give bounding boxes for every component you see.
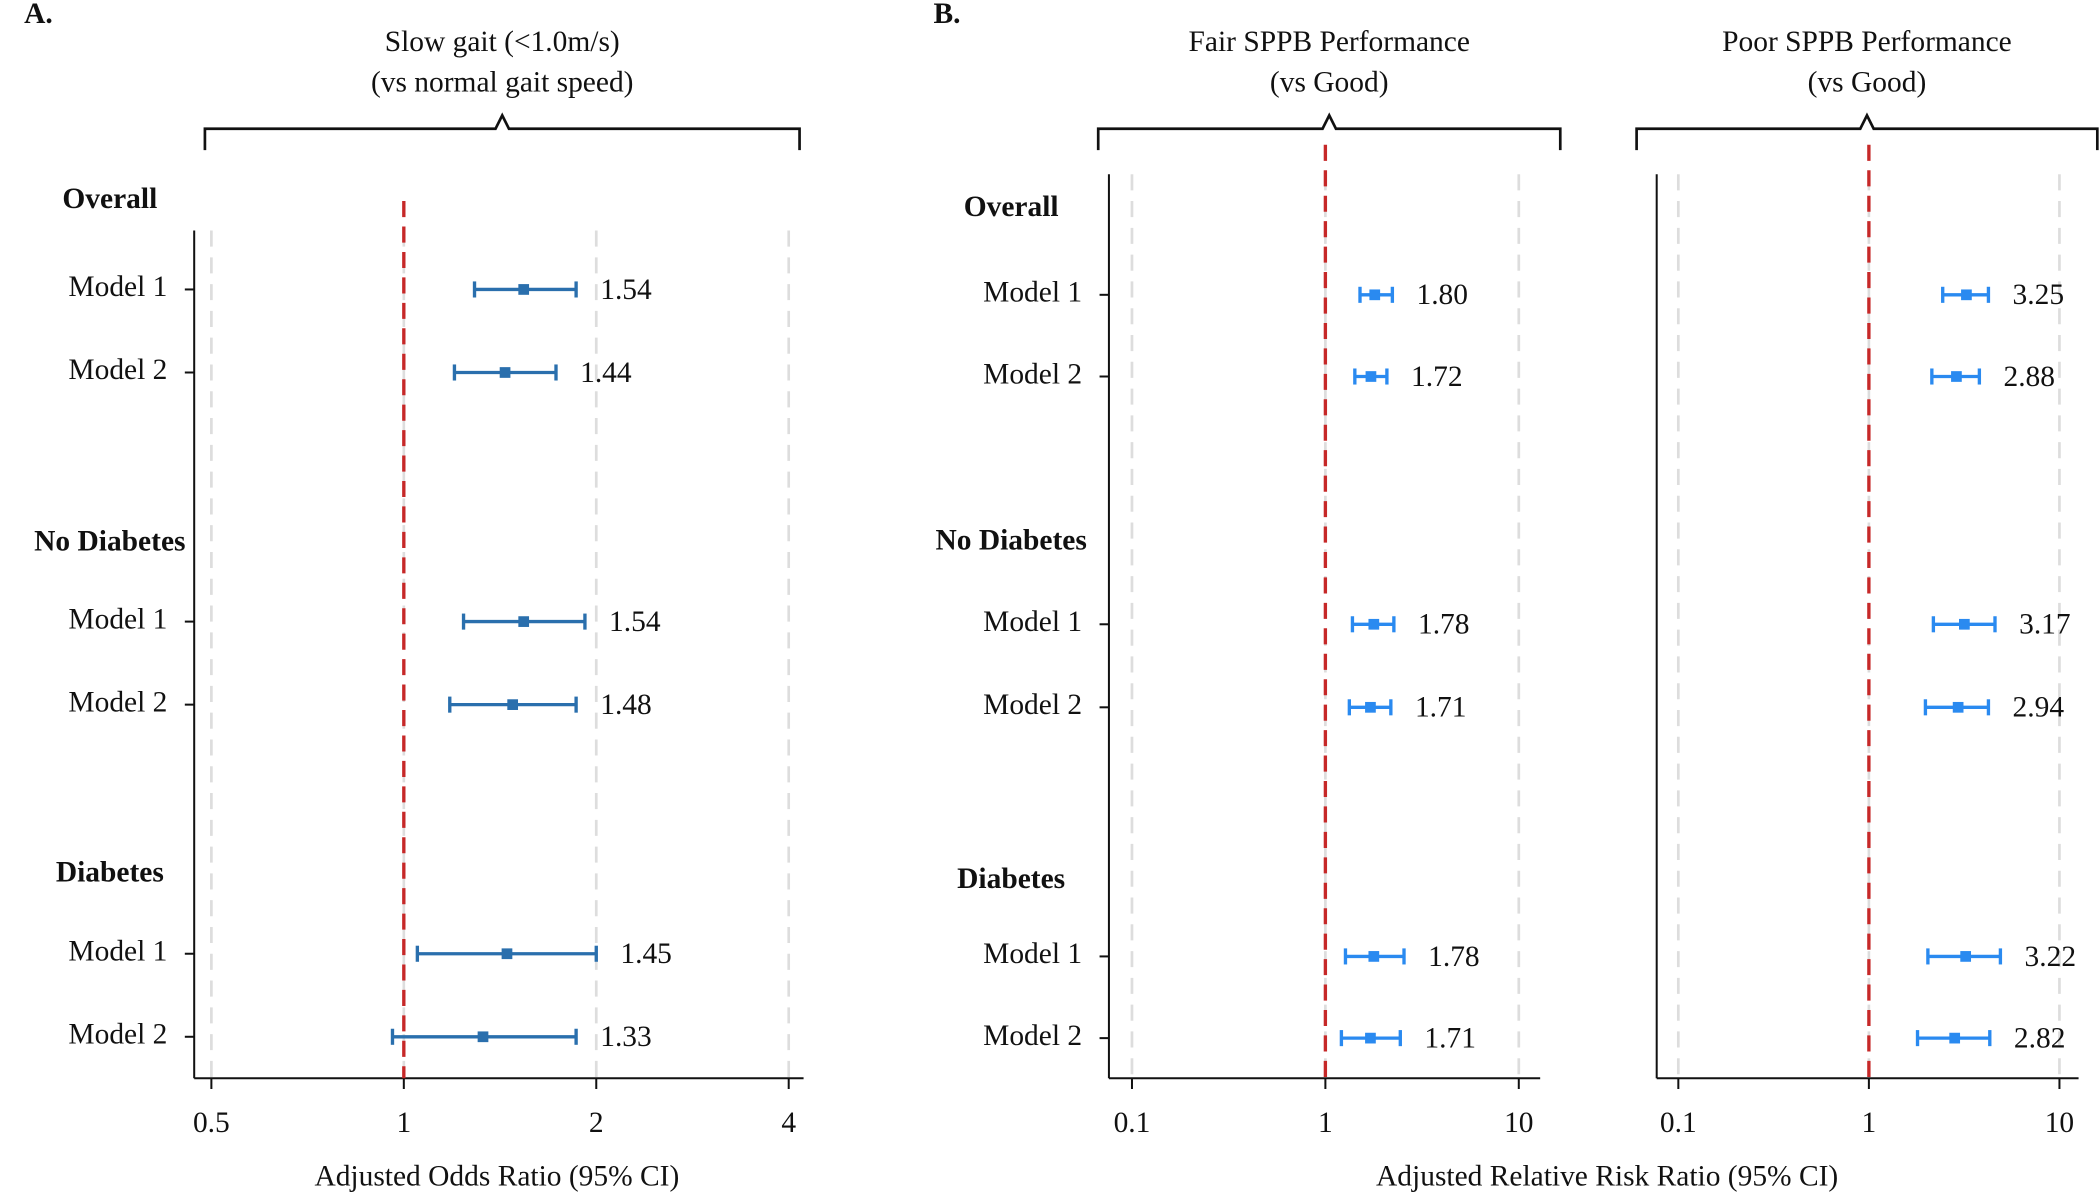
point-estimate (1960, 951, 1972, 962)
group-label: Diabetes (56, 856, 164, 888)
group-label: Overall (62, 183, 157, 215)
row-label: Model 1 (983, 606, 1082, 638)
point-estimate (1365, 701, 1376, 713)
value-label: 1.44 (580, 357, 632, 389)
point-estimate (518, 616, 530, 627)
value-label: 1.54 (600, 274, 652, 306)
value-label: 1.54 (609, 606, 661, 638)
point-estimate (1368, 618, 1380, 630)
x-tick-label: 2 (589, 1107, 604, 1139)
point-estimate (1365, 371, 1377, 382)
x-tick-label: 10 (2045, 1107, 2074, 1139)
panel-title: (vs Good) (1270, 66, 1389, 98)
value-label: 2.88 (2003, 361, 2055, 393)
value-label: 3.17 (2019, 609, 2071, 641)
point-estimate (1952, 701, 1964, 713)
panel-label: B. (933, 0, 960, 30)
value-label: 1.33 (600, 1021, 652, 1053)
x-tick-label: 1 (396, 1107, 411, 1139)
point-estimate (1368, 951, 1380, 962)
row-label: Model 2 (983, 358, 1082, 390)
x-tick-label: 4 (781, 1107, 796, 1139)
row-label: Model 1 (983, 277, 1082, 309)
group-label: Diabetes (957, 863, 1065, 895)
point-estimate (1365, 1032, 1376, 1044)
group-label: No Diabetes (935, 524, 1086, 556)
point-estimate (1369, 289, 1381, 301)
row-label: Model 2 (983, 1020, 1082, 1052)
x-axis-label: Adjusted Odds Ratio (95% CI) (314, 1161, 679, 1193)
point-estimate (1961, 289, 1972, 301)
bracket (1635, 112, 2099, 151)
row-label: Model 2 (983, 689, 1082, 721)
x-tick-label: 0.1 (1114, 1107, 1151, 1139)
value-label: 2.94 (2013, 692, 2065, 724)
panel-title: Slow gait (<1.0m/s) (385, 26, 620, 58)
panel-title: (vs Good) (1808, 66, 1927, 98)
row-label: Model 2 (68, 354, 167, 386)
panel-label: A. (24, 0, 53, 30)
point-estimate (1949, 1032, 1961, 1044)
value-label: 1.48 (600, 689, 652, 721)
point-estimate (518, 284, 530, 295)
row-label: Model 2 (68, 686, 167, 718)
x-tick-label: 0.1 (1660, 1107, 1697, 1139)
panel-title: (vs normal gait speed) (371, 66, 634, 98)
group-label: No Diabetes (34, 526, 185, 558)
row-label: Model 1 (68, 271, 167, 303)
value-label: 1.78 (1418, 609, 1470, 641)
value-label: 1.71 (1415, 692, 1467, 724)
point-estimate (501, 948, 513, 960)
row-label: Model 1 (68, 603, 167, 635)
bracket (1096, 112, 1562, 151)
row-label: Model 1 (68, 936, 167, 968)
point-estimate (507, 699, 519, 710)
bracket (203, 112, 801, 151)
point-estimate (499, 367, 511, 378)
row-label: Model 1 (983, 938, 1082, 970)
panel-title: Fair SPPB Performance (1189, 26, 1470, 58)
value-label: 1.45 (620, 938, 672, 970)
value-label: 1.71 (1424, 1023, 1476, 1055)
row-label: Model 2 (68, 1019, 167, 1051)
x-tick-label: 1 (1318, 1107, 1333, 1139)
x-tick-label: 10 (1504, 1107, 1533, 1139)
value-label: 1.72 (1411, 361, 1463, 393)
x-tick-label: 0.5 (193, 1107, 230, 1139)
panel-title: Poor SPPB Performance (1722, 26, 2012, 58)
point-estimate (1951, 371, 1962, 382)
group-label: Overall (964, 191, 1059, 223)
value-label: 3.25 (2013, 279, 2065, 311)
value-label: 2.82 (2014, 1023, 2066, 1055)
value-label: 1.80 (1416, 279, 1468, 311)
value-label: 1.78 (1428, 941, 1480, 973)
value-label: 3.22 (2025, 941, 2077, 973)
x-tick-label: 1 (1862, 1107, 1877, 1139)
point-estimate (477, 1031, 489, 1043)
point-estimate (1959, 618, 1970, 630)
x-axis-label: Adjusted Relative Risk Ratio (95% CI) (1376, 1161, 1838, 1193)
